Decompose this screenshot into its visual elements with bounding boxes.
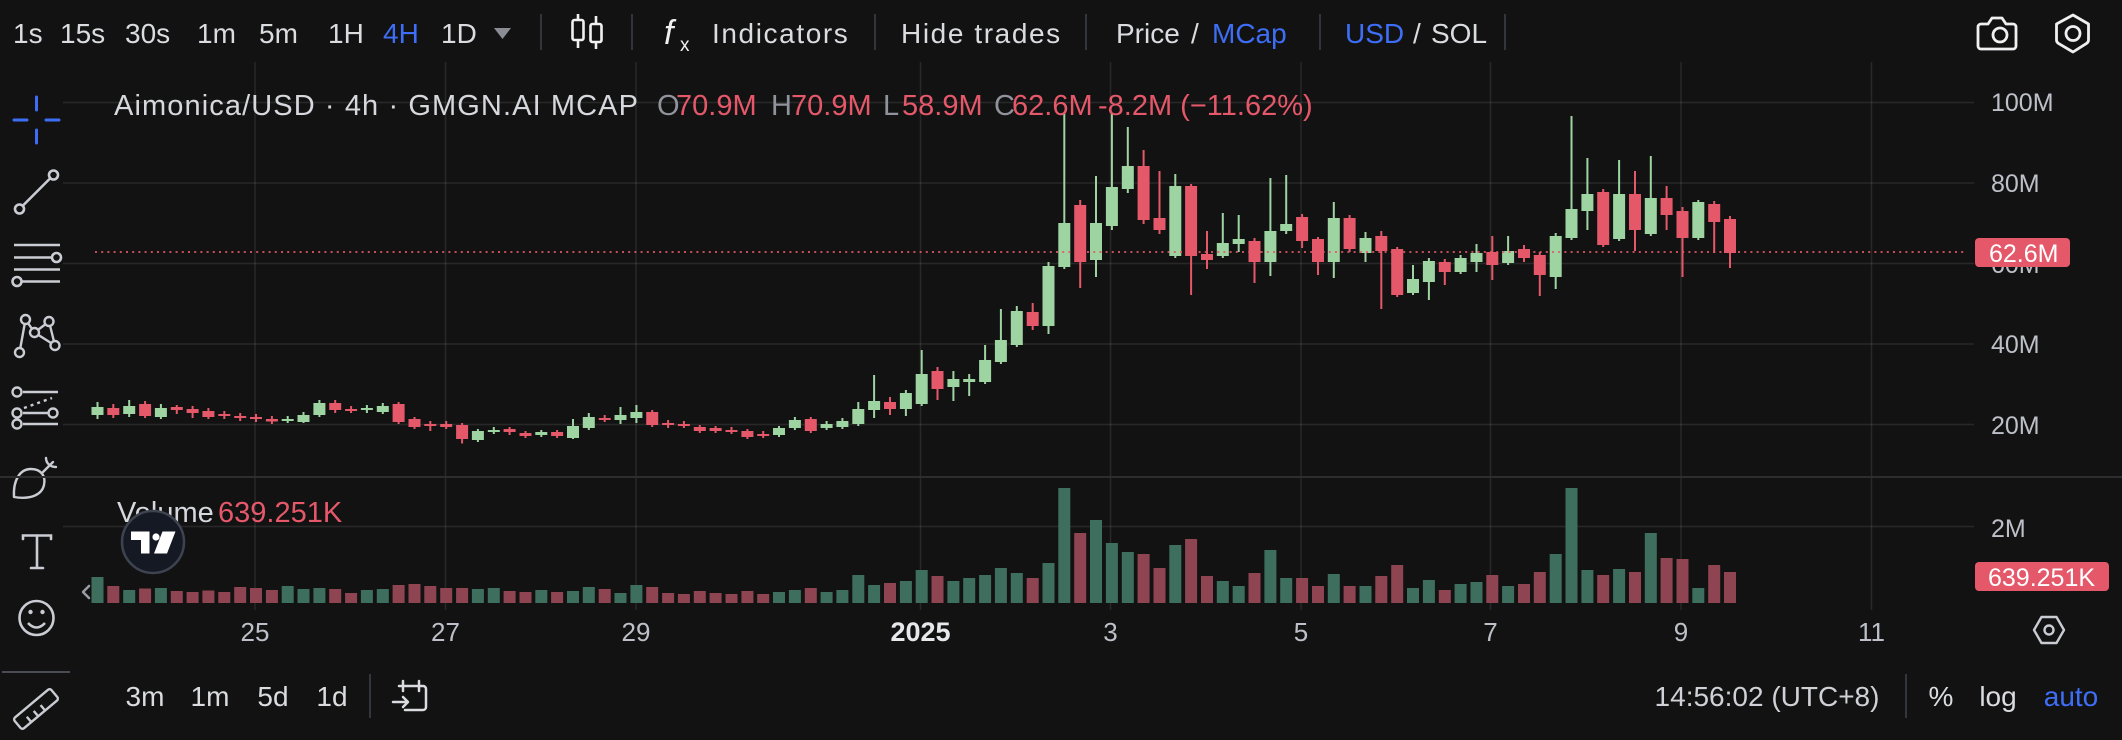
- svg-text:100M: 100M: [1991, 89, 2054, 117]
- svg-text:80M: 80M: [1991, 170, 2040, 198]
- svg-text:639.251K: 639.251K: [1988, 564, 2095, 592]
- svg-text:C: C: [994, 90, 1015, 122]
- svg-text:20M: 20M: [1991, 412, 2040, 440]
- svg-text:O: O: [657, 90, 680, 122]
- svg-text:5: 5: [1294, 617, 1308, 647]
- svg-text:15s: 15s: [60, 18, 105, 49]
- svg-text:1H: 1H: [328, 18, 364, 49]
- svg-text:2M: 2M: [1991, 515, 2026, 543]
- svg-text:2025: 2025: [890, 617, 950, 647]
- svg-text:H: H: [771, 90, 792, 122]
- svg-text:25: 25: [241, 617, 270, 647]
- svg-text:USD: USD: [1345, 18, 1404, 49]
- svg-text:/: /: [1191, 18, 1199, 49]
- svg-text:1D: 1D: [441, 18, 477, 49]
- svg-text:7: 7: [1483, 617, 1497, 647]
- svg-text:auto: auto: [2044, 681, 2099, 712]
- svg-text:Indicators: Indicators: [712, 18, 849, 49]
- svg-text:Aimonica/USD · 4h · GMGN.AI MC: Aimonica/USD · 4h · GMGN.AI MCAP: [114, 90, 639, 122]
- svg-text:11: 11: [1858, 617, 1885, 647]
- svg-text:%: %: [1929, 681, 1954, 712]
- svg-text:3: 3: [1103, 617, 1117, 647]
- svg-text:58.9M: 58.9M: [902, 90, 983, 122]
- svg-text:14:56:02 (UTC+8): 14:56:02 (UTC+8): [1655, 681, 1880, 712]
- svg-text:x: x: [680, 35, 690, 56]
- svg-text:1d: 1d: [316, 681, 347, 712]
- svg-text:/: /: [1413, 18, 1421, 49]
- svg-text:MCap: MCap: [1212, 18, 1287, 49]
- svg-text:30s: 30s: [125, 18, 170, 49]
- svg-text:Price: Price: [1116, 18, 1180, 49]
- svg-text:1m: 1m: [191, 681, 230, 712]
- svg-text:27: 27: [431, 617, 460, 647]
- svg-text:log: log: [1979, 681, 2016, 712]
- svg-text:L: L: [883, 90, 899, 122]
- svg-text:62.6M: 62.6M: [1012, 90, 1093, 122]
- svg-text:3m: 3m: [126, 681, 165, 712]
- svg-text:5m: 5m: [259, 18, 298, 49]
- svg-text:SOL: SOL: [1431, 18, 1487, 49]
- svg-text:4H: 4H: [383, 18, 419, 49]
- svg-text:-8.2M (−11.62%): -8.2M (−11.62%): [1098, 90, 1313, 122]
- svg-text:1m: 1m: [197, 18, 236, 49]
- svg-text:62.6M: 62.6M: [1989, 240, 2058, 268]
- svg-text:1s: 1s: [13, 18, 43, 49]
- svg-text:29: 29: [622, 617, 651, 647]
- svg-text:70.9M: 70.9M: [676, 90, 757, 122]
- svg-text:Hide trades: Hide trades: [901, 18, 1062, 49]
- svg-text:5d: 5d: [257, 681, 288, 712]
- svg-text:70.9M: 70.9M: [791, 90, 872, 122]
- svg-text:40M: 40M: [1991, 331, 2040, 359]
- svg-text:639.251K: 639.251K: [218, 497, 343, 529]
- svg-text:9: 9: [1674, 617, 1688, 647]
